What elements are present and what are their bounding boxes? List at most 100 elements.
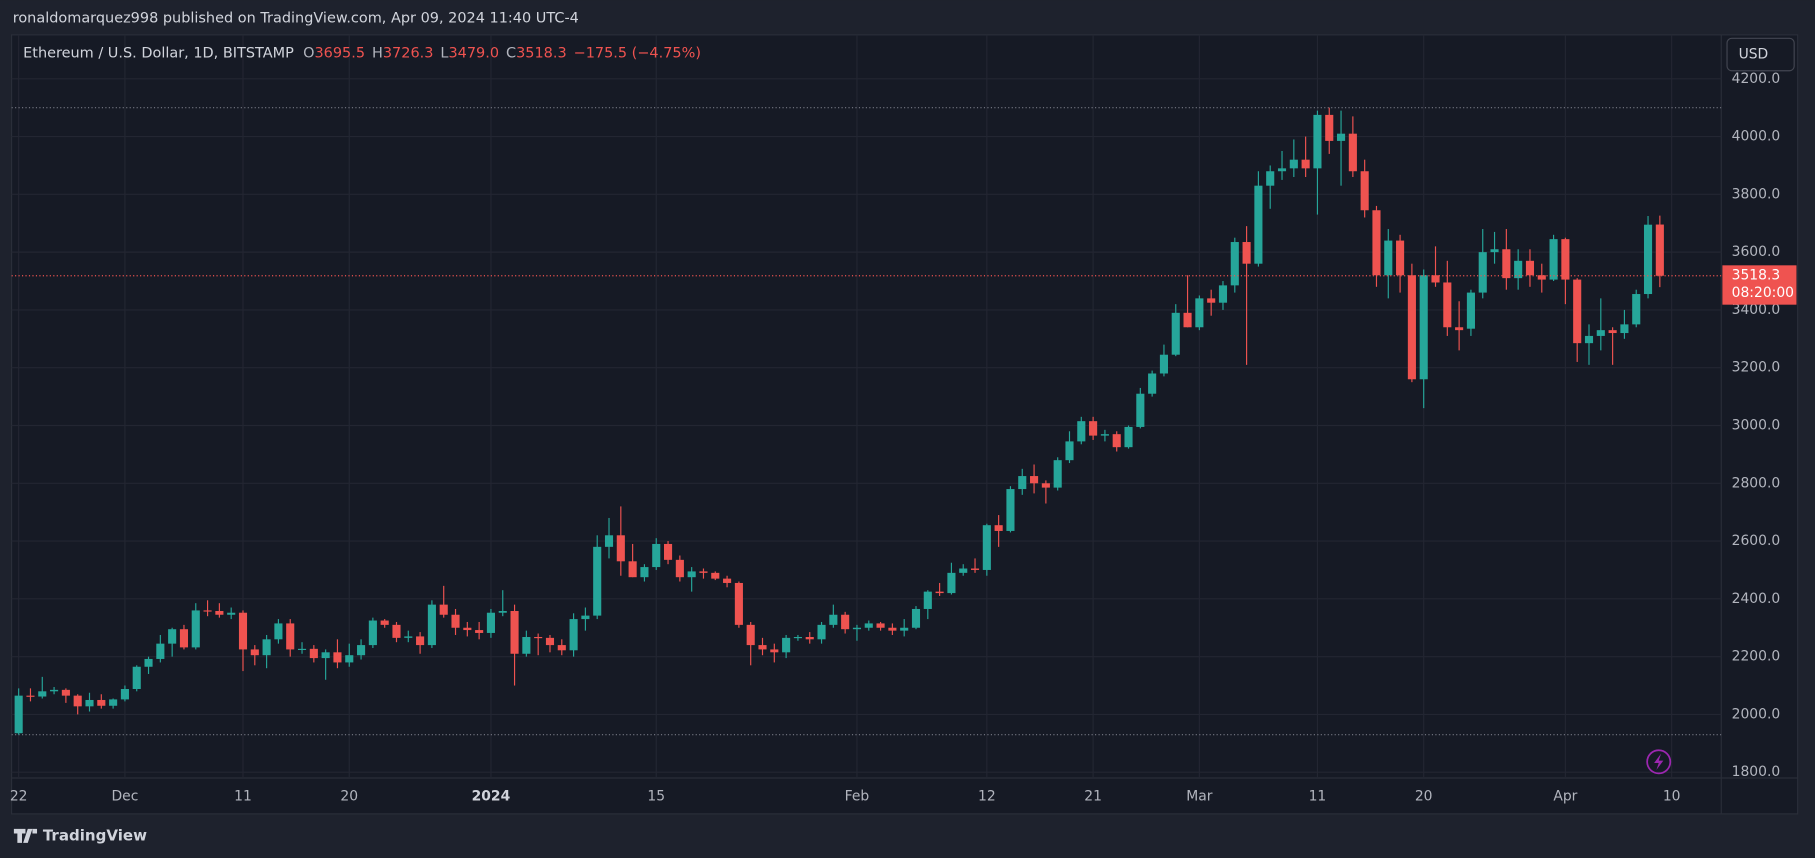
candle-body (191, 610, 200, 648)
candle-body (1289, 159, 1298, 169)
candle-body (404, 636, 413, 638)
candle-body (1384, 240, 1393, 276)
readout-value: 3726.3 (383, 45, 434, 61)
candle-body (923, 591, 932, 609)
candle-body (1077, 421, 1086, 442)
candle-body (1301, 159, 1310, 169)
x-tick-label: 11 (1309, 789, 1327, 805)
candle-body (439, 604, 448, 615)
x-tick-label: 12 (978, 789, 996, 805)
x-tick-label: 11 (234, 789, 252, 805)
candle-body (1632, 294, 1641, 325)
candle-body (1089, 421, 1098, 436)
candle-body (982, 525, 991, 570)
candle-body (746, 624, 755, 646)
candle-body (652, 543, 661, 568)
alert-icon-bolt[interactable] (1654, 753, 1664, 770)
candle-body (1407, 275, 1416, 380)
legend: Ethereum / U.S. Dollar, 1D, BITSTAMP O369… (23, 45, 701, 61)
candle-body (168, 629, 177, 644)
candle-body (156, 643, 165, 659)
readout-key: C (506, 45, 516, 61)
axes: 1800.0 2000.0 2200.0 2400.0 2600.0 2800.0 3000… (10, 71, 1797, 805)
candle-body (1148, 373, 1157, 394)
candle-body (1337, 133, 1346, 141)
candle-body (593, 546, 602, 616)
candle-body (817, 624, 826, 640)
candle-body (203, 610, 212, 612)
last-price-label: 3518.3 (1732, 268, 1781, 284)
candle-body (1455, 327, 1464, 331)
candle-body (770, 649, 779, 653)
candle-body (1360, 171, 1369, 211)
candle-body (1431, 275, 1440, 283)
candle-body (1171, 312, 1180, 355)
candle-body (1207, 298, 1216, 303)
x-tick-label: 21 (1084, 789, 1102, 805)
candle-body (321, 652, 330, 659)
candle-body (1655, 224, 1664, 276)
candle-body (841, 614, 850, 630)
candles (11, 107, 1722, 736)
candle-body (616, 535, 625, 562)
candle-body (215, 610, 224, 615)
y-tick-label: 2400.0 (1732, 591, 1781, 607)
candle-body (1313, 114, 1322, 169)
alert-icon[interactable] (1646, 749, 1672, 775)
x-tick-label: 2024 (472, 789, 511, 805)
candle-body (1643, 224, 1653, 295)
candle-body (1443, 282, 1452, 328)
candle-body (1266, 171, 1275, 186)
candle-body (345, 655, 354, 663)
readout-key: H (372, 45, 383, 61)
y-tick-label: 3800.0 (1732, 186, 1781, 202)
candle-body (1596, 330, 1605, 336)
chart-pane (10, 34, 1799, 815)
y-tick-label: 3600.0 (1732, 244, 1781, 260)
candle-body (286, 623, 295, 650)
x-tick-label: 22 (10, 789, 28, 805)
candle-body (309, 648, 318, 659)
candle-body (793, 636, 802, 639)
candle-body (864, 623, 873, 628)
candle-body (758, 645, 767, 650)
y-tick-label: 3000.0 (1732, 417, 1781, 433)
candle-body (1100, 434, 1109, 436)
candle-body (179, 629, 189, 648)
candle-body (50, 689, 59, 692)
candle-body (687, 571, 696, 578)
candle-body (1277, 168, 1287, 172)
candle-body (26, 695, 35, 697)
candle-body (1561, 239, 1570, 280)
candle-body (227, 612, 236, 615)
candle-body (947, 572, 956, 594)
candle-body (1124, 426, 1133, 448)
candle-body (640, 567, 649, 578)
x-tick-label: 10 (1663, 789, 1681, 805)
readout-value: 3518.3 (516, 45, 567, 61)
candle-body (1372, 210, 1381, 276)
x-tick-label: 20 (340, 789, 358, 805)
candle-body (380, 620, 389, 625)
candle-body (357, 645, 366, 656)
candle-body (1620, 324, 1629, 334)
candle-body (1242, 242, 1251, 264)
currency-button[interactable] (1726, 37, 1795, 72)
candle-body (1030, 476, 1039, 484)
y-tick-label: 1800.0 (1732, 764, 1781, 780)
candle-body (85, 699, 94, 707)
candle-body (451, 614, 460, 628)
currency-label[interactable]: USD (1739, 47, 1769, 63)
x-tick-label: 20 (1415, 789, 1433, 805)
x-tick-label: Dec (111, 789, 138, 805)
y-tick-label: 3400.0 (1732, 302, 1781, 318)
candle-body (1348, 133, 1357, 172)
candle-body (876, 623, 885, 628)
candle-body (522, 636, 531, 654)
candle-body (994, 525, 1003, 531)
candle-body (675, 559, 684, 578)
candle-body (510, 610, 519, 654)
candle-body (475, 630, 484, 633)
